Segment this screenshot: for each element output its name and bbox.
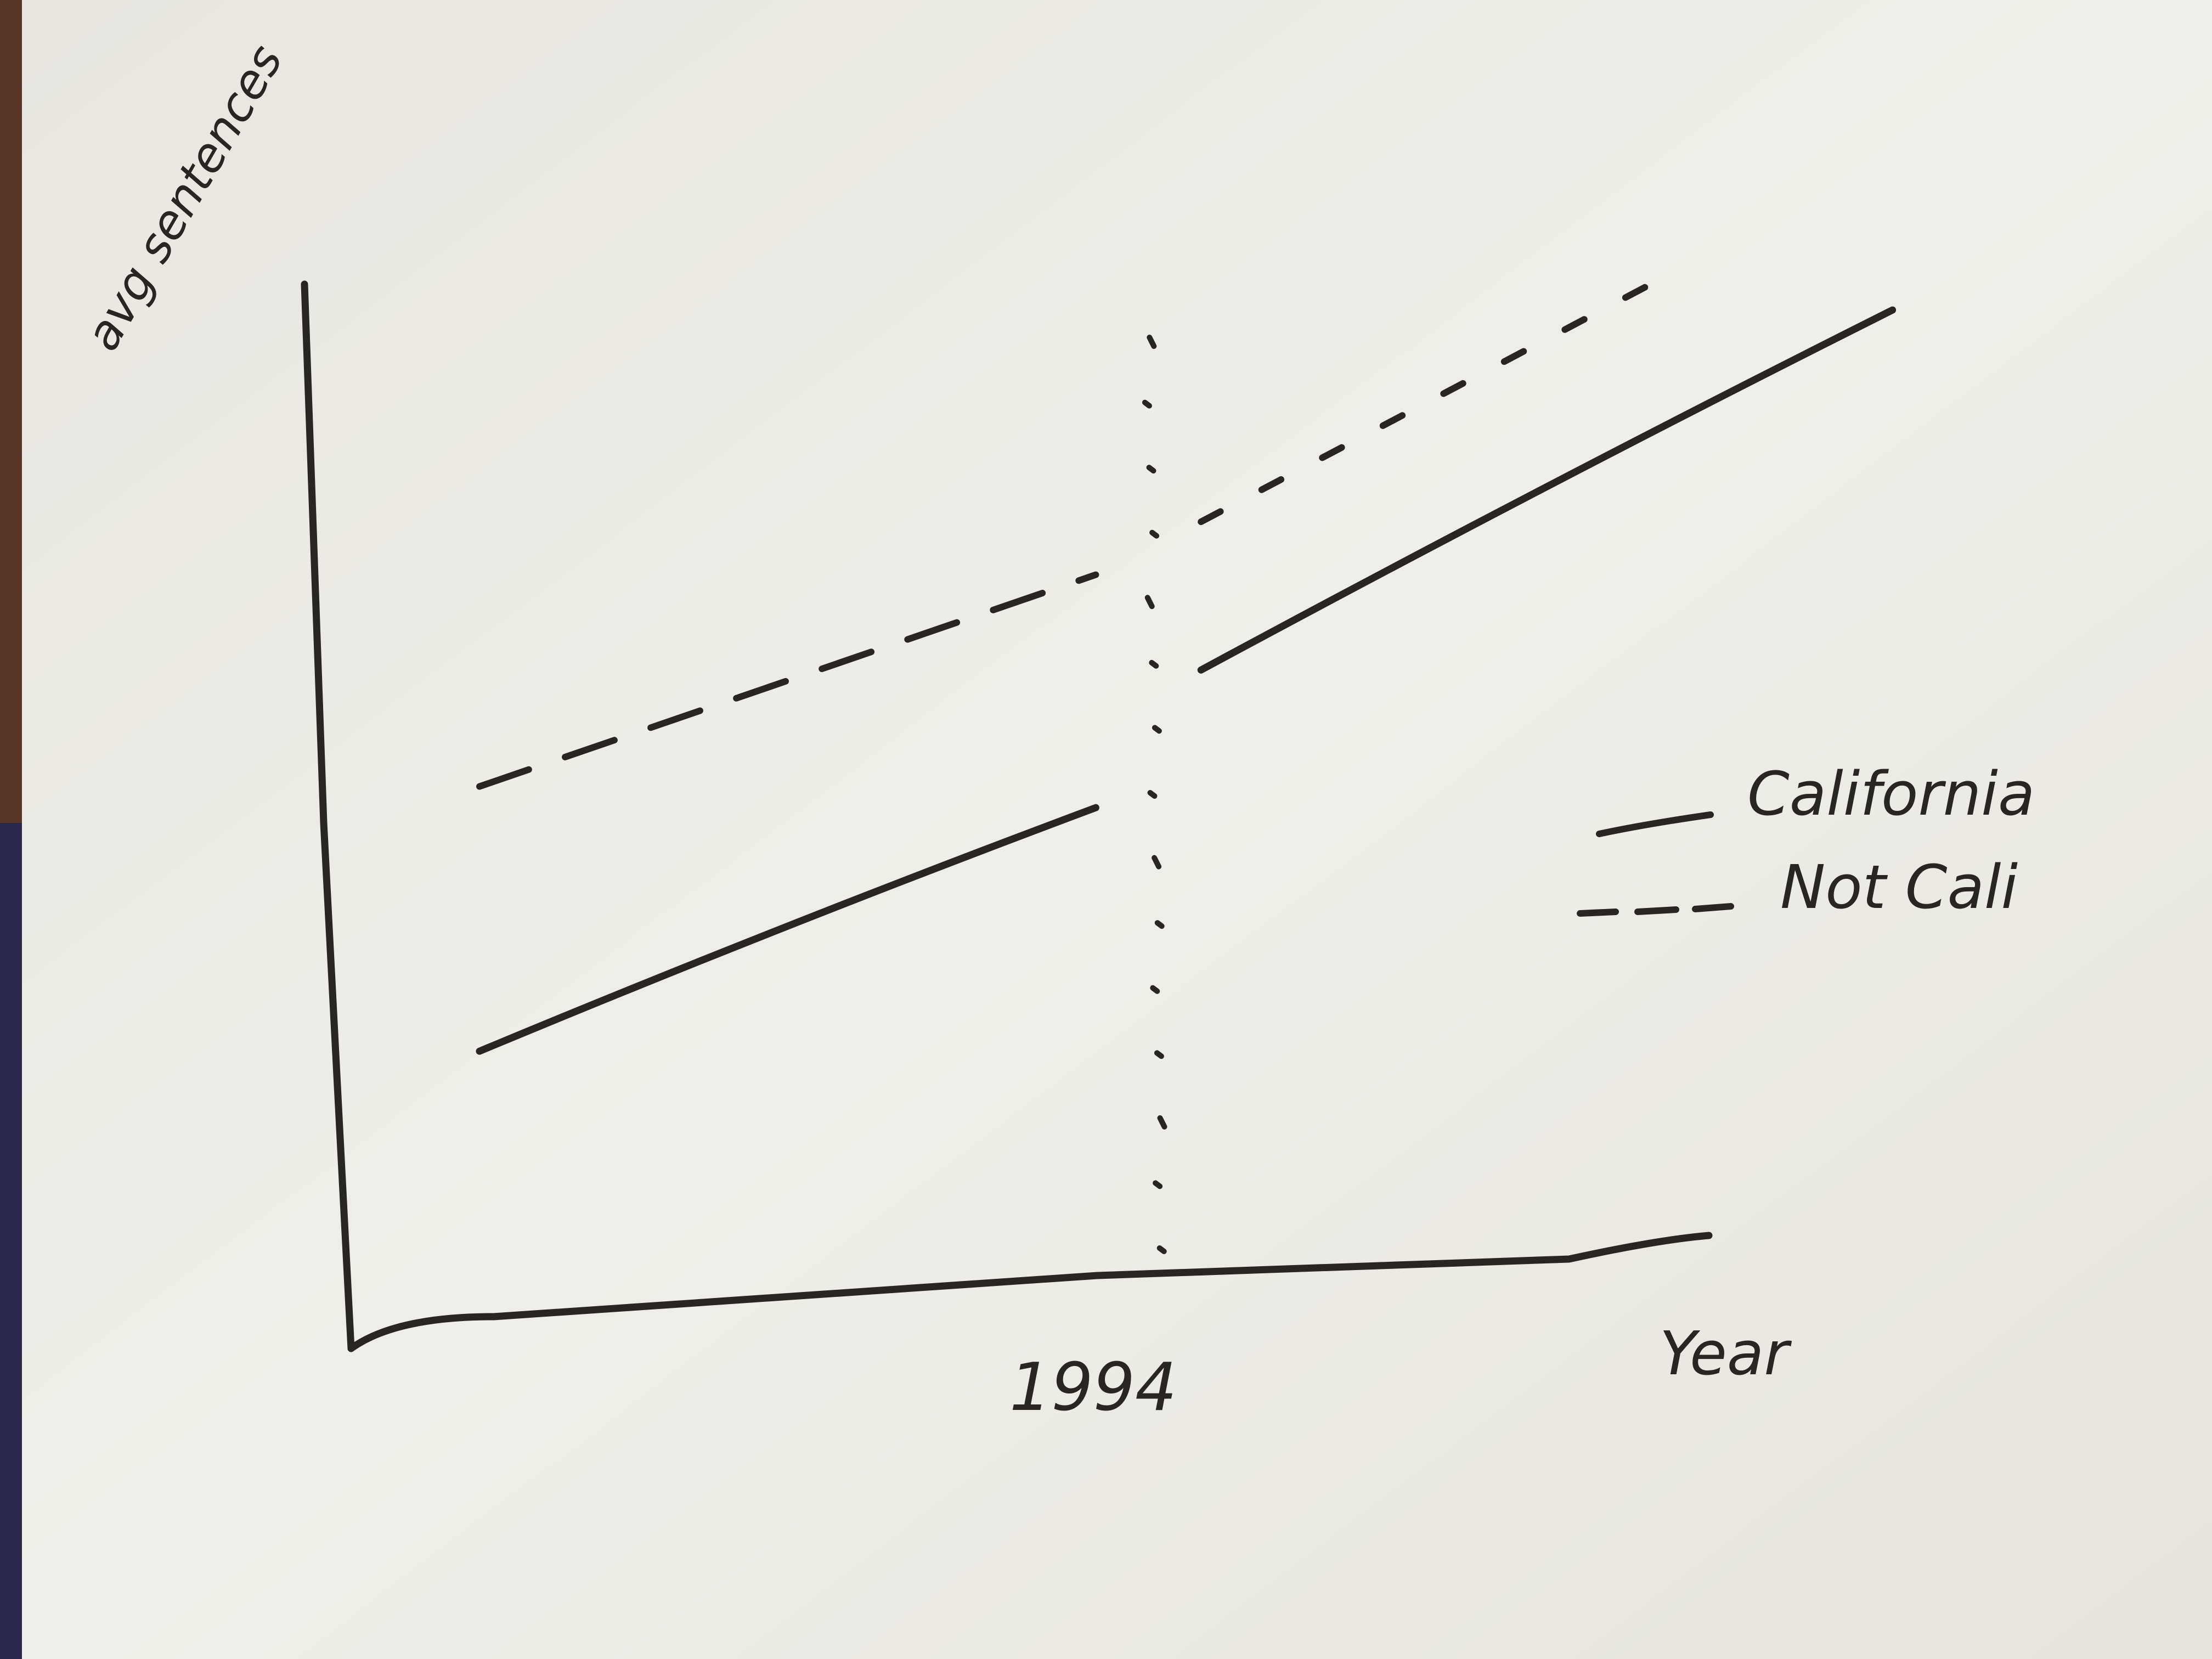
axes	[301, 280, 1713, 1352]
legend-label-not-cali: Not Cali	[1780, 852, 2018, 922]
background-edge-shadow	[0, 823, 25, 1659]
cutoff-line-dot-13	[1157, 1115, 1167, 1130]
cutoff-line-dot-2	[1142, 399, 1152, 409]
series-not-cali-dash-2-2	[1258, 476, 1285, 493]
cutoff-line-dot-6	[1149, 659, 1159, 669]
x-axis	[347, 1232, 1713, 1352]
y-axis	[301, 280, 355, 1352]
series-not-cali-dash-1-1	[476, 766, 532, 790]
series-california-segment-1	[476, 804, 1099, 1055]
cutoff-line-dot-14	[1153, 1180, 1163, 1189]
series-california-segment-2	[1197, 306, 1897, 674]
series-not-cali-dash-2-4	[1379, 412, 1406, 429]
cutoff-line-dot-15	[1156, 1245, 1167, 1254]
cutoff-line-dot-5	[1144, 595, 1155, 610]
series-not-cali-dash-1-8	[1075, 571, 1099, 584]
series-not-cali-dash-2-8	[1622, 284, 1649, 301]
series-not-cali-dash-1-5	[819, 648, 875, 673]
cutoff-line-dot-1	[1147, 335, 1157, 349]
cutoff-line-dot-12	[1154, 1050, 1164, 1059]
series-not-cali-dash-1-4	[733, 678, 789, 702]
series-not-cali-dash-2-5	[1440, 380, 1466, 397]
cutoff-line-dot-7	[1152, 725, 1162, 734]
paper-sheet	[22, 0, 2212, 1659]
cutoff-line-dot-3	[1146, 465, 1156, 474]
cutoff-line-dot-10	[1154, 920, 1165, 929]
legend: California Not Cali	[1577, 759, 2035, 922]
cutoff-line-dot-4	[1149, 529, 1160, 539]
series-not-cali-dash-1-6	[904, 619, 961, 643]
x-axis-label: Year	[1660, 1318, 1792, 1389]
cutoff-line-dot-8	[1147, 790, 1158, 799]
legend-swatch-not-cali	[1577, 903, 1734, 917]
x-tick-label-1994: 1994	[1009, 1350, 1177, 1426]
series-not-cali-dash-1-3	[647, 707, 703, 731]
series-not-cali-dash-2-7	[1561, 316, 1588, 333]
series-not-cali-dash-2-6	[1500, 348, 1527, 365]
series-not-cali-dash-2-3	[1319, 444, 1345, 461]
cutoff-line-dot-9	[1152, 855, 1162, 870]
series-not-cali-dash-1-7	[990, 590, 1046, 613]
legend-swatch-california	[1596, 811, 1714, 837]
series-not-cali-dash-1-2	[562, 737, 618, 760]
plot-area	[476, 284, 1897, 1254]
series-not-cali-dash-2-1	[1198, 508, 1224, 526]
legend-label-california: California	[1747, 759, 2035, 829]
cutoff-line-dot-11	[1150, 985, 1160, 994]
